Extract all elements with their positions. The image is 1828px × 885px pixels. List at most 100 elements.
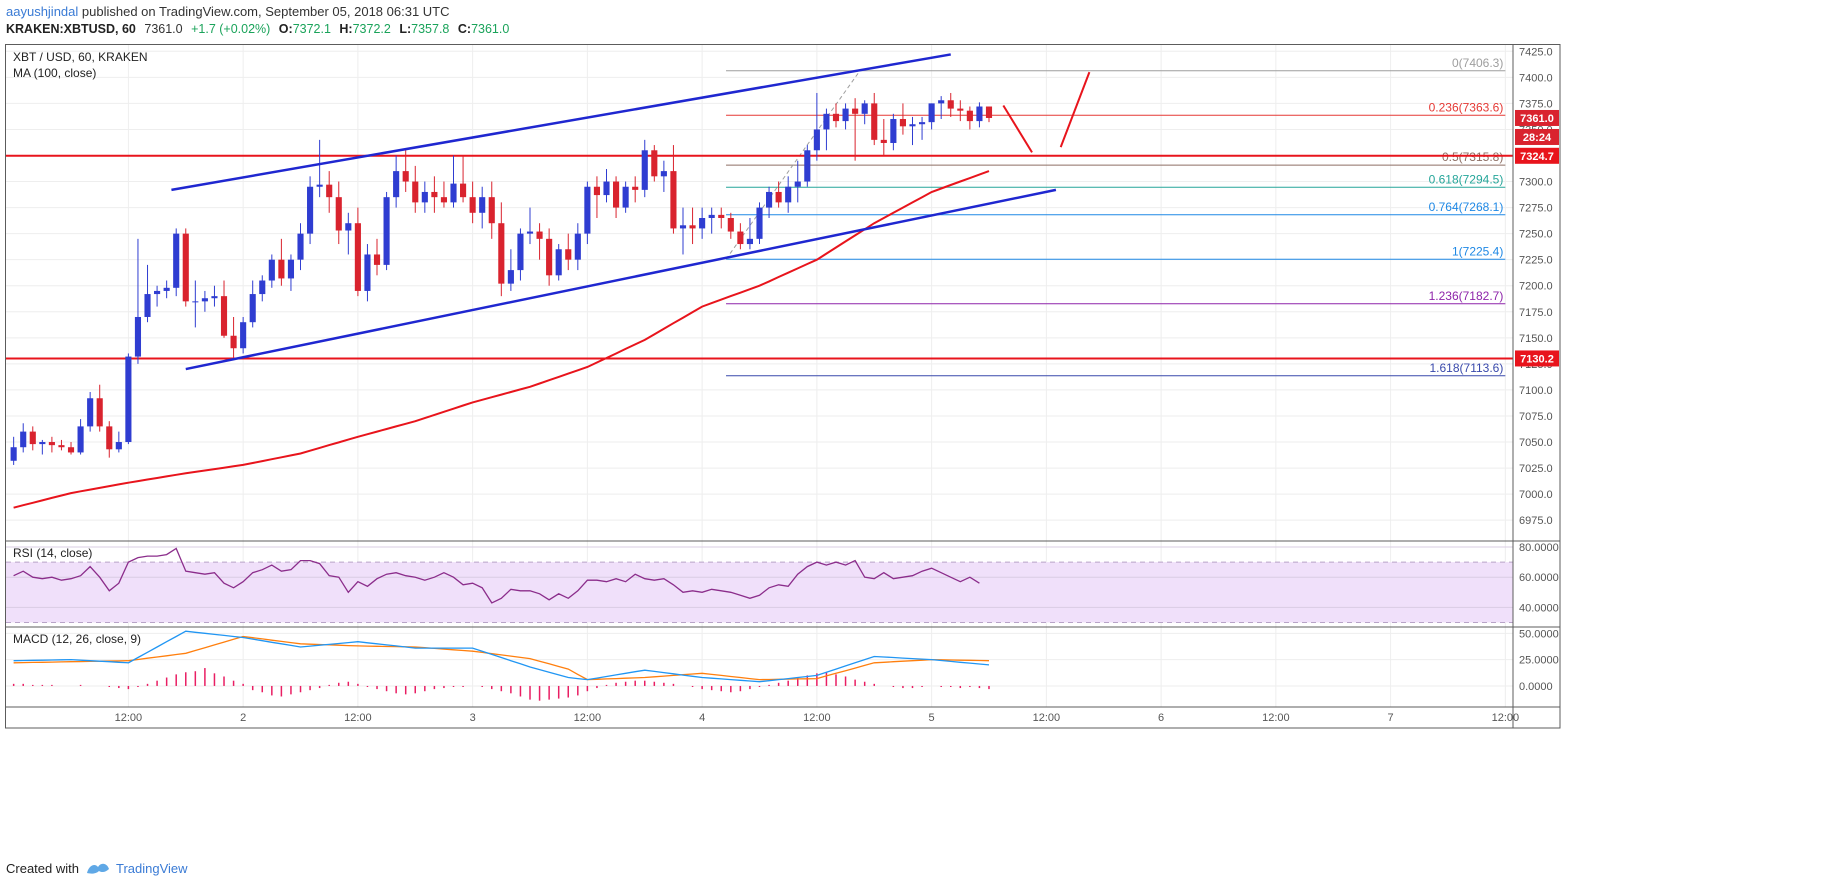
candle-body[interactable] [507, 270, 514, 284]
candle-body[interactable] [890, 119, 897, 143]
candle-body[interactable] [440, 197, 448, 203]
candle-body[interactable] [555, 249, 562, 276]
candle-body[interactable] [718, 214, 725, 219]
candle-body[interactable] [823, 113, 830, 130]
candle-body[interactable] [813, 129, 820, 151]
candle-body[interactable] [976, 106, 983, 122]
chart-area[interactable]: 6975.07000.07025.07050.07075.07100.07125… [0, 44, 1828, 850]
candle-body[interactable] [354, 223, 361, 291]
candle-body[interactable] [947, 100, 954, 109]
candle-body[interactable] [163, 287, 170, 291]
candle-body[interactable] [278, 259, 285, 279]
candle-body[interactable] [450, 183, 457, 203]
candle-body[interactable] [421, 191, 428, 203]
candle-body[interactable] [287, 259, 295, 279]
candle-body[interactable] [536, 231, 543, 239]
candle-body[interactable] [393, 171, 400, 198]
candle-body[interactable] [737, 231, 744, 245]
candle-body[interactable] [373, 254, 381, 265]
symbol[interactable]: KRAKEN:XBTUSD, 60 [6, 22, 136, 36]
candle-body[interactable] [106, 426, 113, 450]
candle-body[interactable] [689, 225, 696, 229]
candle-body[interactable] [880, 139, 887, 143]
candle-body[interactable] [20, 431, 27, 448]
candle-body[interactable] [699, 218, 706, 229]
candle-body[interactable] [201, 298, 208, 302]
candle-body[interactable] [220, 296, 228, 336]
candle-body[interactable] [526, 231, 534, 234]
candle-body[interactable] [431, 191, 438, 198]
candle-body[interactable] [469, 197, 476, 213]
candle-body[interactable] [488, 197, 495, 224]
candle-body[interactable] [134, 316, 142, 357]
candle-body[interactable] [679, 225, 687, 229]
price-pane[interactable]: 6975.07000.07025.07050.07075.07100.07125… [6, 44, 1559, 707]
candle-body[interactable] [48, 442, 55, 446]
candle-body[interactable] [708, 214, 715, 219]
candle-body[interactable] [402, 171, 409, 182]
candle-body[interactable] [364, 254, 371, 291]
candle-body[interactable] [10, 447, 17, 461]
candle-body[interactable] [345, 223, 352, 231]
candle-body[interactable] [192, 301, 199, 303]
candle-body[interactable] [96, 398, 103, 427]
projection-down-line[interactable] [1002, 104, 1033, 153]
trend-channel-line[interactable] [185, 188, 1057, 371]
candle-body[interactable] [268, 259, 275, 281]
candle-body[interactable] [87, 398, 94, 427]
candle-body[interactable] [39, 442, 46, 445]
candle-body[interactable] [574, 233, 581, 260]
candle-body[interactable] [727, 218, 734, 232]
candle-body[interactable] [211, 296, 218, 299]
candle-body[interactable] [632, 186, 639, 190]
candle-body[interactable] [115, 442, 122, 450]
trend-channel-line[interactable] [171, 53, 951, 192]
candle-body[interactable] [985, 106, 993, 118]
candle-body[interactable] [785, 186, 792, 203]
candle-body[interactable] [756, 207, 763, 239]
candle-body[interactable] [842, 108, 849, 122]
rsi-pane-title[interactable]: RSI (14, close) [13, 546, 92, 560]
candle-body[interactable] [240, 322, 247, 349]
tradingview-logo-icon[interactable] [86, 861, 110, 875]
candle-body[interactable] [603, 181, 610, 196]
candle-body[interactable] [259, 280, 266, 295]
ma-legend-label[interactable]: MA (100, close) [13, 66, 96, 80]
candle-body[interactable] [899, 119, 906, 127]
candle-body[interactable] [909, 124, 916, 127]
projection-up-line[interactable] [1059, 71, 1091, 148]
candle-body[interactable] [593, 186, 601, 196]
candle-body[interactable] [660, 171, 667, 177]
candle-body[interactable] [832, 113, 840, 122]
candle-body[interactable] [766, 191, 773, 208]
candle-body[interactable] [670, 171, 677, 229]
candle-body[interactable] [966, 110, 973, 122]
candle-body[interactable] [479, 197, 486, 213]
candle-body[interactable] [326, 184, 333, 198]
candle-body[interactable] [383, 197, 390, 265]
candle-body[interactable] [546, 238, 553, 276]
candle-body[interactable] [918, 122, 926, 125]
candle-body[interactable] [307, 186, 314, 234]
candle-body[interactable] [230, 335, 237, 349]
macd-pane[interactable]: 0.0000 25.0000 50.0000 MACD (12, 26, close,… [6, 628, 1559, 701]
candle-body[interactable] [861, 103, 868, 114]
author-link[interactable]: aayushjindal [6, 4, 79, 19]
candle-body[interactable] [517, 233, 524, 271]
candle-body[interactable] [316, 184, 323, 187]
candle-body[interactable] [565, 249, 572, 260]
candle-body[interactable] [613, 181, 620, 208]
time-axis[interactable]: 12:00 2 12:00 3 12:00 4 12:00 5 12:00 6 12:00 7 12:0… [115, 712, 1519, 724]
candle-body[interactable] [58, 445, 65, 448]
candle-body[interactable] [775, 191, 782, 203]
candle-body[interactable] [144, 294, 151, 317]
candle-body[interactable] [173, 233, 180, 288]
candle-body[interactable] [584, 186, 591, 234]
candle-body[interactable] [622, 186, 629, 208]
candle-body[interactable] [804, 150, 811, 182]
candle-body[interactable] [852, 108, 859, 114]
candle-body[interactable] [651, 150, 658, 177]
candle-body[interactable] [154, 290, 161, 295]
rsi-pane[interactable]: 40.0000 60.0000 80.0000 RSI (14, close) [6, 542, 1559, 623]
candle-body[interactable] [498, 223, 505, 284]
